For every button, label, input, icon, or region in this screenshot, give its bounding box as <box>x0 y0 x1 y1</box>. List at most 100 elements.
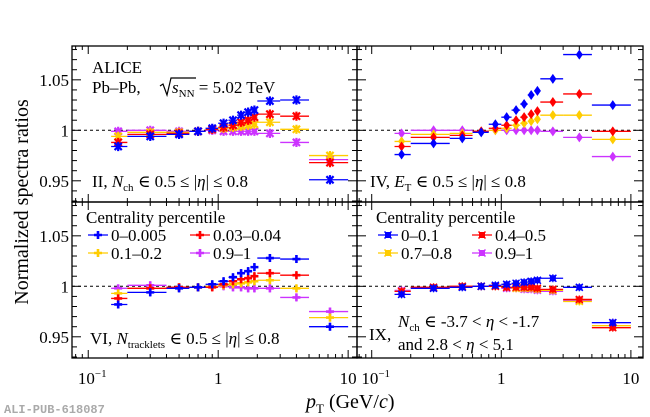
data-point-IV-0–0.005 <box>458 133 466 144</box>
x-tick-label: 1 <box>497 369 506 388</box>
cross-marker <box>194 283 203 292</box>
legend-label: 0.4–0.5 <box>495 226 546 245</box>
diamond-marker <box>520 112 528 123</box>
x-marker <box>527 277 536 286</box>
legend-marker <box>94 231 102 239</box>
cross-marker <box>250 272 259 281</box>
legend-marker <box>196 231 204 239</box>
data-point-VI-0–0.005 <box>114 300 123 309</box>
x-marker <box>527 283 536 292</box>
data-point-II-0.9–1 <box>265 128 275 138</box>
data-point-IV-0.03–0.04 <box>398 141 406 152</box>
panel-label-IV: IV, ET ∈ 0.5 ≤ |η| ≤ 0.8 <box>370 172 526 194</box>
cross-marker <box>325 322 334 331</box>
data-point-IV-0.1–0.2 <box>512 120 520 131</box>
diamond-marker <box>549 126 557 137</box>
data-point-IV-0.9–1 <box>549 126 557 137</box>
star-marker <box>292 111 301 121</box>
experiment-label: ALICE <box>92 58 142 77</box>
diamond-marker <box>398 149 406 160</box>
panel-label-IX-line1: Nch ∈ -3.7 < η < -1.7 <box>397 312 540 334</box>
legend-marker <box>383 230 393 240</box>
star-marker <box>250 105 259 115</box>
data-point-IV-0.9–1 <box>609 151 617 162</box>
footer-label: ALI-PUB-618087 <box>4 403 105 417</box>
diamond-marker <box>503 112 511 123</box>
star-marker <box>325 158 335 168</box>
panel-label-II: II, Nch ∈ 0.5 ≤ |η| ≤ 0.8 <box>92 172 248 194</box>
diamond-marker <box>520 99 528 110</box>
diamond-marker <box>533 125 541 136</box>
x-marker <box>548 285 557 294</box>
data-point-IV-0–0.005 <box>477 127 485 138</box>
data-point-VI-0.03–0.04 <box>265 269 274 278</box>
legend-title: Centrality percentile <box>376 208 515 227</box>
cross-marker <box>250 284 259 293</box>
x-marker <box>502 280 511 289</box>
data-point-VI-0.03–0.04 <box>244 274 253 283</box>
data-point-VI-0.1–0.2 <box>325 313 334 322</box>
data-point-VI-0–0.005 <box>146 288 155 297</box>
data-point-IV-0.03–0.04 <box>609 126 617 137</box>
axis-ticks <box>72 46 643 358</box>
diamond-marker <box>520 125 528 136</box>
data-point-VI-0.1–0.2 <box>292 284 301 293</box>
data-point-II-0–0.005 <box>236 110 246 120</box>
legend-entry-0.1–0.2: 0.1–0.2 <box>88 244 162 263</box>
legend-label: 0.03–0.04 <box>213 226 282 245</box>
legend-label: 0.1–0.2 <box>111 244 162 263</box>
cross-marker <box>114 300 123 309</box>
panel-frame-IX <box>356 201 644 359</box>
y-tick-label: 1.05 <box>39 71 69 90</box>
data-point-VI-0–0.005 <box>265 254 274 263</box>
data-point-VI-0–0.005 <box>244 267 253 276</box>
diamond-marker <box>527 116 535 127</box>
data-point-VI-0–0.005 <box>219 277 228 286</box>
star-marker <box>325 175 335 185</box>
diamond-marker <box>430 138 438 149</box>
diamond-marker <box>533 85 541 96</box>
data-point-IX-0–0.1 <box>458 283 467 292</box>
legend-title: Centrality percentile <box>86 208 225 227</box>
data-point-IV-0–0.005 <box>533 85 541 96</box>
data-point-IV-0–0.005 <box>430 138 438 149</box>
diamond-marker <box>609 151 617 162</box>
cross-marker <box>265 269 274 278</box>
x-marker <box>533 276 542 285</box>
diamond-marker <box>609 134 617 145</box>
diamond-marker <box>533 114 541 125</box>
data-point-VI-0–0.005 <box>325 322 334 331</box>
cross-marker <box>244 274 253 283</box>
diamond-marker <box>491 119 499 130</box>
star-marker <box>265 96 275 106</box>
panel-label-IX-line2: and 2.8 < η < 5.1 <box>398 335 514 354</box>
cross-marker <box>146 288 155 297</box>
diamond-marker <box>503 120 511 131</box>
data-point-IV-0–0.005 <box>575 49 583 60</box>
data-point-VI-0.9–1 <box>265 284 274 293</box>
x-tick-label: 10 <box>340 369 357 388</box>
data-point-IV-0.03–0.04 <box>503 120 511 131</box>
legend-marker <box>383 248 393 258</box>
cross-marker <box>196 249 204 257</box>
data-point-IV-0.9–1 <box>512 125 520 136</box>
legend-marker <box>94 249 102 257</box>
star-marker <box>113 141 123 152</box>
data-point-II-0.1–0.2 <box>292 124 301 134</box>
x-marker <box>520 278 529 287</box>
star-marker <box>292 124 301 134</box>
x-marker <box>429 284 438 293</box>
diamond-marker <box>575 49 583 60</box>
y-tick-label: 1.05 <box>39 227 69 246</box>
cross-marker <box>292 293 301 302</box>
data-point-IV-0.1–0.2 <box>609 134 617 145</box>
cross-marker <box>325 313 334 322</box>
data-point-IX-0.4–0.5 <box>548 285 557 294</box>
data-point-IX-0–0.1 <box>491 281 500 290</box>
data-point-VI-0–0.005 <box>194 283 203 292</box>
data-point-IV-0.03–0.04 <box>430 132 438 143</box>
data-marks <box>111 49 631 332</box>
diamond-marker <box>575 110 583 121</box>
data-point-IX-0.4–0.5 <box>527 283 536 292</box>
